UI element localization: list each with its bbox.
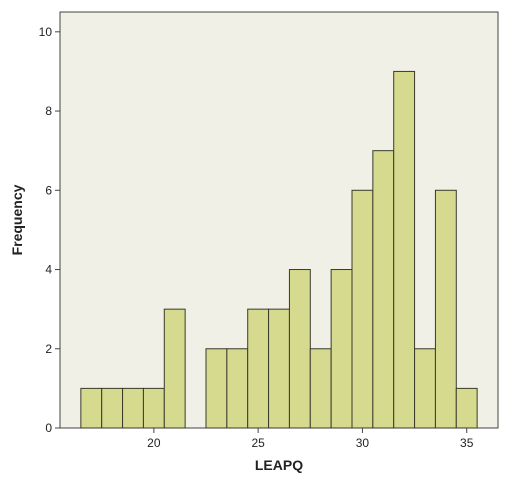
x-tick-label: 20: [147, 436, 161, 450]
histogram-bar-12: [330, 269, 353, 429]
histogram-bar-14: [372, 150, 395, 429]
histogram-bar-3: [142, 387, 165, 429]
x-tick-label: 35: [460, 436, 474, 450]
x-axis: 20 25 30 35: [147, 428, 474, 450]
histogram-bar-8: [247, 308, 270, 429]
y-tick-label: 2: [45, 342, 52, 356]
x-axis-title: LEAPQ: [255, 457, 303, 473]
y-axis: 0 2 4 6 8 10: [39, 25, 60, 435]
histogram-bar-0: [80, 387, 103, 429]
histogram-bar-17: [434, 189, 457, 429]
histogram-bar-15: [393, 70, 416, 429]
histogram-bar-2: [122, 387, 144, 429]
histogram-bar-6: [205, 348, 228, 429]
bars-group: [80, 70, 478, 429]
y-tick-label: 8: [45, 104, 52, 118]
y-tick-label: 4: [45, 263, 52, 277]
y-tick-label: 0: [45, 421, 52, 435]
histogram-bar-18: [455, 387, 478, 429]
x-tick-label: 30: [356, 436, 370, 450]
histogram-bar-1: [101, 387, 124, 429]
histogram-bar-16: [414, 348, 436, 429]
y-axis-title: Frequency: [9, 184, 25, 255]
histogram-bar-9: [268, 308, 290, 429]
histogram-bar-4: [163, 308, 186, 429]
x-tick-label: 25: [251, 436, 265, 450]
histogram-bar-13: [351, 189, 374, 429]
y-tick-label: 6: [45, 183, 52, 197]
histogram-bar-11: [309, 348, 332, 429]
histogram-bar-7: [226, 348, 249, 429]
histogram-bar-10: [288, 269, 311, 429]
y-tick-label: 10: [39, 25, 53, 39]
